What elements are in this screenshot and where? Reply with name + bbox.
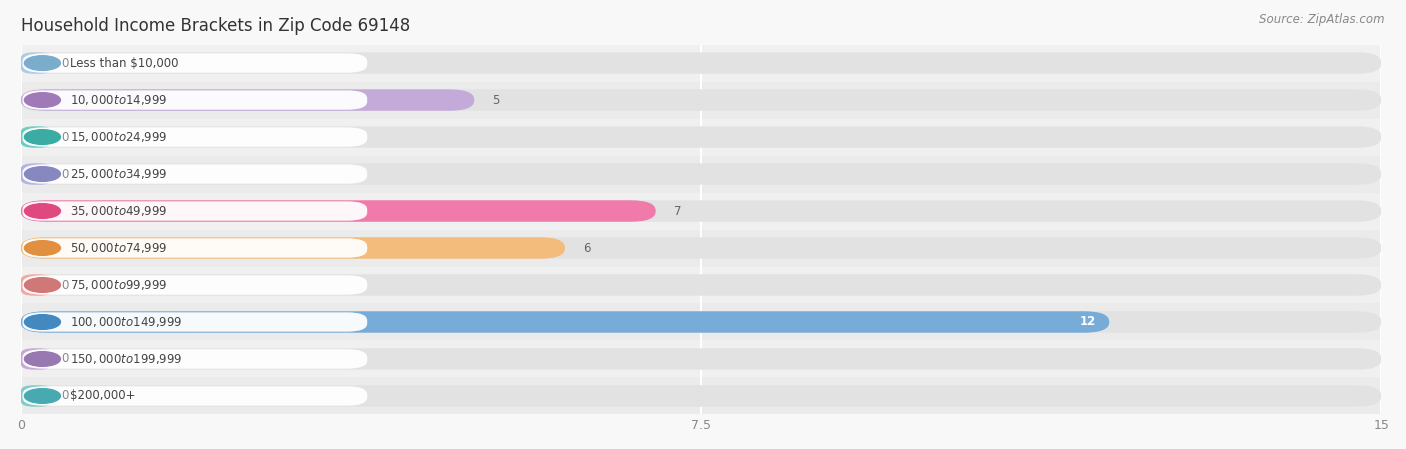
Text: $35,000 to $49,999: $35,000 to $49,999 bbox=[70, 204, 167, 218]
FancyBboxPatch shape bbox=[22, 386, 367, 405]
FancyBboxPatch shape bbox=[21, 82, 1382, 119]
Text: 0: 0 bbox=[62, 278, 69, 291]
FancyBboxPatch shape bbox=[21, 348, 1382, 370]
FancyBboxPatch shape bbox=[21, 385, 52, 407]
FancyBboxPatch shape bbox=[21, 274, 52, 296]
Circle shape bbox=[24, 56, 60, 70]
FancyBboxPatch shape bbox=[22, 201, 367, 220]
Circle shape bbox=[24, 130, 60, 145]
FancyBboxPatch shape bbox=[21, 89, 1382, 111]
Text: Household Income Brackets in Zip Code 69148: Household Income Brackets in Zip Code 69… bbox=[21, 17, 411, 35]
FancyBboxPatch shape bbox=[21, 53, 1382, 74]
Text: 0: 0 bbox=[62, 389, 69, 402]
Circle shape bbox=[24, 241, 60, 255]
Text: 0: 0 bbox=[62, 131, 69, 144]
Text: 0: 0 bbox=[62, 57, 69, 70]
FancyBboxPatch shape bbox=[21, 126, 52, 148]
Circle shape bbox=[24, 352, 60, 366]
Circle shape bbox=[24, 167, 60, 181]
Circle shape bbox=[24, 204, 60, 218]
Text: $150,000 to $199,999: $150,000 to $199,999 bbox=[70, 352, 181, 366]
FancyBboxPatch shape bbox=[21, 119, 1382, 155]
Circle shape bbox=[24, 389, 60, 403]
FancyBboxPatch shape bbox=[21, 229, 1382, 267]
FancyBboxPatch shape bbox=[21, 200, 655, 222]
FancyBboxPatch shape bbox=[21, 200, 1382, 222]
FancyBboxPatch shape bbox=[22, 349, 367, 369]
FancyBboxPatch shape bbox=[21, 274, 1382, 296]
FancyBboxPatch shape bbox=[21, 340, 1382, 378]
Text: $15,000 to $24,999: $15,000 to $24,999 bbox=[70, 130, 167, 144]
Text: Source: ZipAtlas.com: Source: ZipAtlas.com bbox=[1260, 13, 1385, 26]
FancyBboxPatch shape bbox=[21, 385, 1382, 407]
FancyBboxPatch shape bbox=[22, 128, 367, 147]
Text: 7: 7 bbox=[673, 204, 682, 217]
Text: Less than $10,000: Less than $10,000 bbox=[70, 57, 179, 70]
Text: 0: 0 bbox=[62, 167, 69, 180]
FancyBboxPatch shape bbox=[21, 163, 1382, 185]
FancyBboxPatch shape bbox=[21, 378, 1382, 414]
FancyBboxPatch shape bbox=[21, 311, 1109, 333]
FancyBboxPatch shape bbox=[21, 267, 1382, 304]
Circle shape bbox=[24, 92, 60, 107]
Text: 6: 6 bbox=[583, 242, 591, 255]
Circle shape bbox=[24, 315, 60, 329]
Text: $10,000 to $14,999: $10,000 to $14,999 bbox=[70, 93, 167, 107]
Text: 12: 12 bbox=[1080, 316, 1095, 329]
Text: 5: 5 bbox=[492, 93, 499, 106]
FancyBboxPatch shape bbox=[22, 53, 367, 73]
FancyBboxPatch shape bbox=[22, 90, 367, 110]
FancyBboxPatch shape bbox=[22, 313, 367, 332]
FancyBboxPatch shape bbox=[21, 193, 1382, 229]
FancyBboxPatch shape bbox=[21, 304, 1382, 340]
Text: $100,000 to $149,999: $100,000 to $149,999 bbox=[70, 315, 181, 329]
FancyBboxPatch shape bbox=[22, 164, 367, 184]
FancyBboxPatch shape bbox=[21, 53, 52, 74]
Text: $50,000 to $74,999: $50,000 to $74,999 bbox=[70, 241, 167, 255]
FancyBboxPatch shape bbox=[22, 238, 367, 258]
FancyBboxPatch shape bbox=[21, 44, 1382, 82]
FancyBboxPatch shape bbox=[21, 237, 1382, 259]
Text: $75,000 to $99,999: $75,000 to $99,999 bbox=[70, 278, 167, 292]
FancyBboxPatch shape bbox=[21, 155, 1382, 193]
FancyBboxPatch shape bbox=[21, 163, 52, 185]
FancyBboxPatch shape bbox=[21, 311, 1382, 333]
Circle shape bbox=[24, 277, 60, 292]
FancyBboxPatch shape bbox=[21, 348, 52, 370]
FancyBboxPatch shape bbox=[21, 126, 1382, 148]
FancyBboxPatch shape bbox=[21, 237, 565, 259]
Text: 0: 0 bbox=[62, 352, 69, 365]
Text: $25,000 to $34,999: $25,000 to $34,999 bbox=[70, 167, 167, 181]
FancyBboxPatch shape bbox=[21, 89, 474, 111]
FancyBboxPatch shape bbox=[22, 275, 367, 295]
Text: $200,000+: $200,000+ bbox=[70, 389, 135, 402]
